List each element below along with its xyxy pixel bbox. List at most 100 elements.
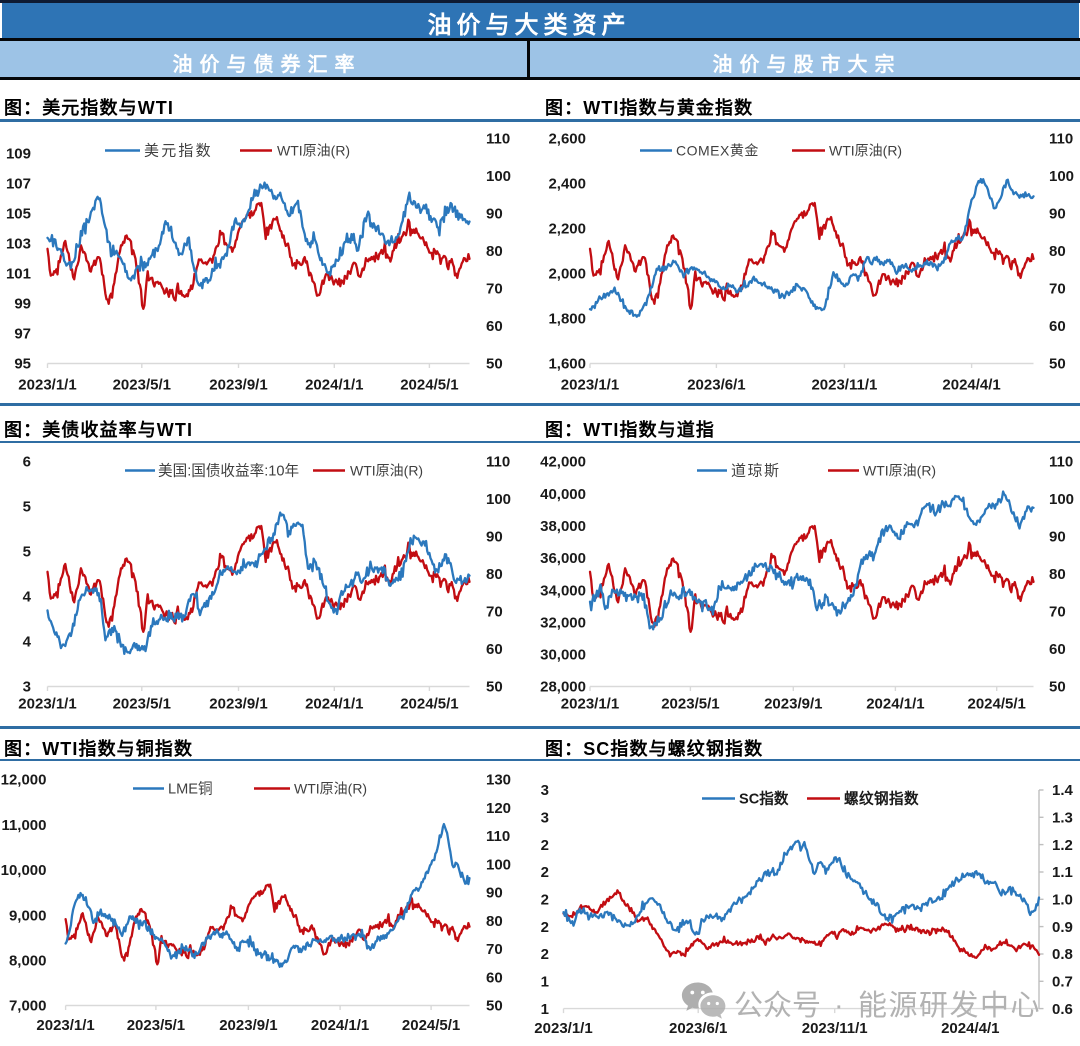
svg-text:2023/9/1: 2023/9/1: [209, 377, 267, 394]
svg-text:40,000: 40,000: [540, 486, 586, 503]
svg-text:90: 90: [486, 885, 503, 902]
svg-text:101: 101: [6, 266, 31, 283]
svg-text:2024/1/1: 2024/1/1: [311, 1017, 369, 1034]
svg-text:SC指数: SC指数: [739, 790, 789, 808]
svg-text:95: 95: [14, 356, 31, 373]
svg-text:70: 70: [486, 941, 503, 958]
svg-text:2: 2: [541, 919, 549, 936]
svg-text:109: 109: [6, 146, 31, 163]
svg-text:1: 1: [541, 1001, 549, 1018]
svg-text:90: 90: [1049, 529, 1066, 546]
svg-text:8,000: 8,000: [9, 953, 47, 970]
svg-text:7,000: 7,000: [9, 998, 47, 1015]
svg-text:2,600: 2,600: [548, 131, 586, 148]
svg-text:50: 50: [1049, 679, 1066, 696]
svg-text:42,000: 42,000: [540, 454, 586, 471]
svg-text:50: 50: [486, 998, 503, 1015]
svg-text:50: 50: [486, 679, 503, 696]
svg-text:60: 60: [486, 970, 503, 987]
svg-text:螺纹钢指数: 螺纹钢指数: [844, 790, 919, 808]
svg-text:110: 110: [1049, 131, 1073, 148]
svg-text:WTI原油(R): WTI原油(R): [829, 143, 902, 159]
svg-text:1,600: 1,600: [548, 356, 586, 373]
svg-text:2024/5/1: 2024/5/1: [402, 1017, 460, 1034]
svg-text:2024/1/1: 2024/1/1: [305, 377, 363, 394]
svg-text:·: ·: [834, 990, 844, 1022]
svg-text:1,800: 1,800: [548, 311, 586, 328]
svg-text:60: 60: [1049, 318, 1066, 335]
svg-text:100: 100: [1049, 168, 1074, 185]
svg-text:5: 5: [23, 499, 31, 516]
svg-text:0.8: 0.8: [1052, 946, 1073, 963]
svg-text:道琼斯: 道琼斯: [731, 463, 781, 480]
svg-text:4: 4: [23, 589, 32, 606]
svg-text:2,000: 2,000: [548, 266, 586, 283]
svg-text:1: 1: [541, 974, 549, 991]
svg-text:2023/1/1: 2023/1/1: [534, 1020, 592, 1037]
svg-text:3: 3: [541, 782, 549, 799]
svg-text:2024/5/1: 2024/5/1: [968, 696, 1026, 713]
svg-text:1.4: 1.4: [1052, 782, 1074, 799]
svg-text:2023/9/1: 2023/9/1: [209, 696, 267, 713]
svg-text:2: 2: [541, 946, 549, 963]
svg-text:103: 103: [6, 236, 31, 253]
svg-text:2023/5/1: 2023/5/1: [661, 696, 719, 713]
svg-text:2: 2: [541, 892, 549, 909]
svg-text:1.1: 1.1: [1052, 864, 1073, 881]
svg-text:80: 80: [1049, 566, 1066, 583]
svg-text:2023/1/1: 2023/1/1: [561, 696, 619, 713]
svg-text:2024/1/1: 2024/1/1: [866, 696, 924, 713]
svg-text:110: 110: [486, 828, 510, 845]
svg-text:107: 107: [6, 176, 31, 193]
svg-text:9,000: 9,000: [9, 907, 47, 924]
svg-text:36,000: 36,000: [540, 550, 586, 567]
svg-text:2,400: 2,400: [548, 176, 586, 193]
svg-text:6: 6: [23, 454, 31, 471]
svg-text:WTI原油(R): WTI原油(R): [863, 463, 936, 479]
svg-text:0.6: 0.6: [1052, 1001, 1073, 1018]
svg-text:COMEX黄金: COMEX黄金: [676, 143, 759, 159]
svg-text:WTI原油(R): WTI原油(R): [277, 143, 350, 159]
svg-text:1.2: 1.2: [1052, 837, 1073, 854]
svg-text:2: 2: [541, 864, 549, 881]
svg-text:70: 70: [486, 604, 503, 621]
svg-text:2023/1/1: 2023/1/1: [36, 1017, 94, 1034]
svg-text:50: 50: [1049, 356, 1066, 373]
svg-text:2023/6/1: 2023/6/1: [687, 377, 745, 394]
svg-text:WTI原油(R): WTI原油(R): [294, 781, 367, 797]
svg-text:32,000: 32,000: [540, 614, 586, 631]
svg-text:34,000: 34,000: [540, 582, 586, 599]
svg-text:3: 3: [541, 810, 549, 827]
svg-text:3: 3: [23, 679, 31, 696]
svg-text:100: 100: [486, 857, 511, 874]
svg-text:能源研发中心: 能源研发中心: [858, 989, 1041, 1022]
svg-text:1.0: 1.0: [1052, 892, 1073, 909]
svg-text:2024/5/1: 2024/5/1: [400, 696, 458, 713]
svg-text:1.3: 1.3: [1052, 810, 1073, 827]
svg-text:5: 5: [23, 544, 31, 561]
svg-text:2023/11/1: 2023/11/1: [811, 377, 877, 394]
svg-text:LME铜: LME铜: [168, 781, 213, 798]
svg-text:2024/4/1: 2024/4/1: [941, 1020, 999, 1037]
svg-text:美元指数: 美元指数: [144, 143, 213, 160]
svg-text:2023/5/1: 2023/5/1: [127, 1017, 185, 1034]
svg-text:0.7: 0.7: [1052, 974, 1073, 991]
svg-text:100: 100: [486, 168, 511, 185]
svg-text:90: 90: [486, 529, 503, 546]
svg-text:60: 60: [486, 318, 503, 335]
svg-text:0.9: 0.9: [1052, 919, 1073, 936]
svg-text:90: 90: [1049, 206, 1066, 223]
svg-text:80: 80: [486, 913, 503, 930]
svg-text:10,000: 10,000: [1, 862, 47, 879]
svg-text:WTI原油(R): WTI原油(R): [350, 463, 423, 479]
svg-text:2024/4/1: 2024/4/1: [942, 377, 1000, 394]
svg-text:2023/1/1: 2023/1/1: [18, 377, 76, 394]
svg-text:60: 60: [1049, 641, 1066, 658]
svg-text:2023/6/1: 2023/6/1: [669, 1020, 727, 1037]
svg-text:110: 110: [486, 131, 510, 148]
svg-text:2,200: 2,200: [548, 221, 586, 238]
svg-text:105: 105: [6, 206, 31, 223]
svg-text:2023/9/1: 2023/9/1: [219, 1017, 277, 1034]
svg-text:90: 90: [486, 206, 503, 223]
svg-text:70: 70: [1049, 281, 1066, 298]
